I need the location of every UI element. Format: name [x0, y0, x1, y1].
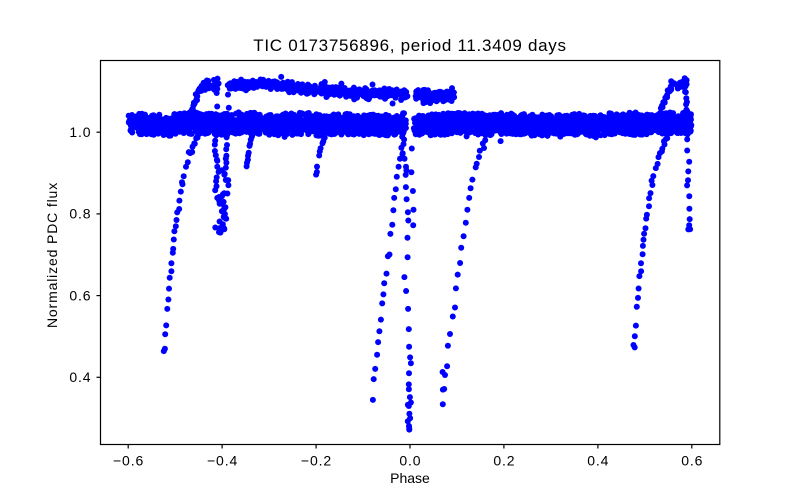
svg-text:0.4: 0.4: [69, 369, 91, 385]
svg-text:0.6: 0.6: [69, 287, 91, 303]
svg-text:−0.4: −0.4: [207, 453, 238, 469]
svg-text:0.6: 0.6: [681, 453, 703, 469]
svg-text:−0.2: −0.2: [301, 453, 332, 469]
svg-text:Normalized PDC flux: Normalized PDC flux: [44, 182, 60, 328]
svg-text:0.4: 0.4: [587, 453, 609, 469]
svg-text:1.0: 1.0: [69, 124, 91, 140]
svg-text:0.8: 0.8: [69, 206, 91, 222]
svg-text:Phase: Phase: [390, 470, 430, 486]
svg-text:0.0: 0.0: [399, 453, 421, 469]
svg-text:−0.6: −0.6: [113, 453, 144, 469]
svg-text:TIC 0173756896, period 11.3409: TIC 0173756896, period 11.3409 days: [253, 36, 566, 55]
svg-text:0.2: 0.2: [493, 453, 515, 469]
